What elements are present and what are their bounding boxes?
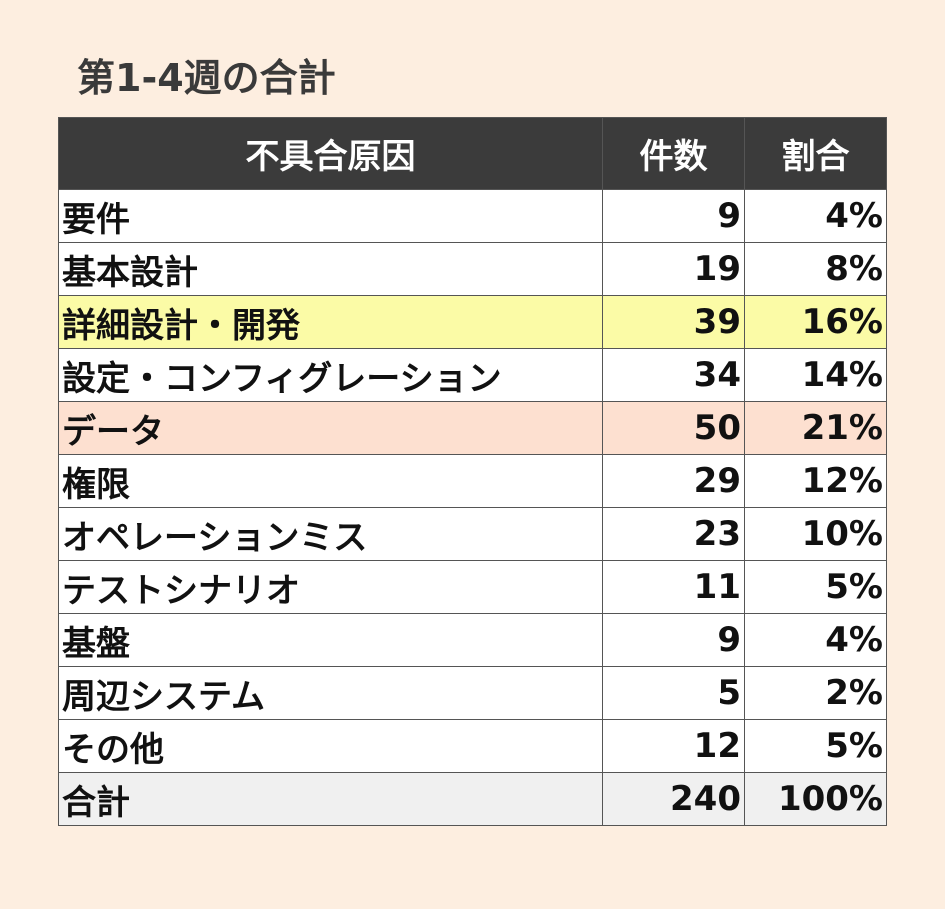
cell-count: 11 xyxy=(602,560,745,614)
table-row: 基盤 9 4% xyxy=(58,613,887,667)
cell-cause: その他 xyxy=(58,719,603,773)
cell-count: 50 xyxy=(602,401,745,455)
cell-count: 19 xyxy=(602,242,745,296)
cell-count: 29 xyxy=(602,454,745,508)
cell-count: 12 xyxy=(602,719,745,773)
table-row: 要件 9 4% xyxy=(58,189,887,243)
cell-count: 9 xyxy=(602,189,745,243)
cell-ratio: 10% xyxy=(744,507,887,561)
cell-cause: 権限 xyxy=(58,454,603,508)
cell-cause: 詳細設計・開発 xyxy=(58,295,603,349)
cell-ratio: 21% xyxy=(744,401,887,455)
header-count: 件数 xyxy=(602,117,745,190)
total-ratio: 100% xyxy=(744,772,887,826)
cell-cause: 基本設計 xyxy=(58,242,603,296)
cell-count: 5 xyxy=(602,666,745,720)
cell-cause: テストシナリオ xyxy=(58,560,603,614)
cell-ratio: 8% xyxy=(744,242,887,296)
cell-count: 34 xyxy=(602,348,745,402)
total-count: 240 xyxy=(602,772,745,826)
defect-cause-table: 不具合原因 件数 割合 要件 9 4% 基本設計 19 8% 詳細設計・開発 3… xyxy=(58,117,887,826)
table-header-row: 不具合原因 件数 割合 xyxy=(58,117,887,190)
header-ratio: 割合 xyxy=(744,117,887,190)
cell-ratio: 5% xyxy=(744,560,887,614)
cell-cause: 周辺システム xyxy=(58,666,603,720)
cell-ratio: 4% xyxy=(744,189,887,243)
page-title: 第1-4週の合計 xyxy=(77,56,336,100)
cell-cause: 基盤 xyxy=(58,613,603,667)
cell-count: 23 xyxy=(602,507,745,561)
table-row: 権限 29 12% xyxy=(58,454,887,508)
cell-ratio: 4% xyxy=(744,613,887,667)
cell-cause: データ xyxy=(58,401,603,455)
cell-cause: 要件 xyxy=(58,189,603,243)
table-row: 設定・コンフィグレーション 34 14% xyxy=(58,348,887,402)
table-total-row: 合計 240 100% xyxy=(58,772,887,826)
cell-count: 9 xyxy=(602,613,745,667)
cell-count: 39 xyxy=(602,295,745,349)
table-row-highlighted: 詳細設計・開発 39 16% xyxy=(58,295,887,349)
cell-cause: オペレーションミス xyxy=(58,507,603,561)
cell-cause: 設定・コンフィグレーション xyxy=(58,348,603,402)
cell-ratio: 2% xyxy=(744,666,887,720)
header-cause: 不具合原因 xyxy=(58,117,603,190)
total-label: 合計 xyxy=(58,772,603,826)
table-row: その他 12 5% xyxy=(58,719,887,773)
table-row: 周辺システム 5 2% xyxy=(58,666,887,720)
cell-ratio: 12% xyxy=(744,454,887,508)
table-row-highlighted: データ 50 21% xyxy=(58,401,887,455)
table-row: オペレーションミス 23 10% xyxy=(58,507,887,561)
cell-ratio: 16% xyxy=(744,295,887,349)
table-row: 基本設計 19 8% xyxy=(58,242,887,296)
cell-ratio: 5% xyxy=(744,719,887,773)
table-row: テストシナリオ 11 5% xyxy=(58,560,887,614)
cell-ratio: 14% xyxy=(744,348,887,402)
